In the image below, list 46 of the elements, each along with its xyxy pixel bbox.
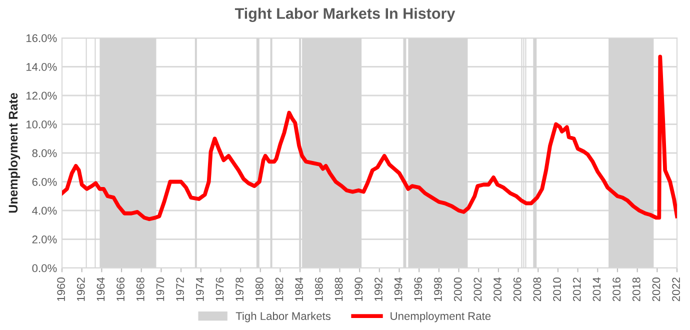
x-tick-label: 1980 — [256, 277, 264, 301]
x-tick-label: 1986 — [315, 278, 323, 301]
x-tick-label: 1976 — [216, 278, 224, 301]
legend-label: Tigh Labor Markets — [236, 312, 331, 322]
x-tick-label: 1990 — [354, 277, 363, 301]
x-tick-label: 1998 — [434, 278, 442, 301]
x-tick-label: 1982 — [275, 278, 284, 301]
x-tick-label: 1968 — [136, 278, 144, 301]
x-tick-label: 1964 — [96, 277, 105, 301]
legend-label: Unemployment Rate — [390, 312, 491, 322]
x-tick-label: 1984 — [295, 277, 304, 301]
y-tick-label: 2.0% — [32, 236, 57, 244]
y-tick-label: 10.0% — [26, 120, 57, 128]
x-tick-label: 2006 — [513, 278, 522, 302]
x-tick-label: 1992 — [374, 278, 382, 301]
x-tick-label: 2022 — [672, 278, 680, 302]
x-tick-label: 1988 — [334, 278, 343, 301]
x-tick-label: 2008 — [533, 278, 542, 302]
y-tick-label: 12.0% — [26, 92, 57, 100]
x-tick-label: 1978 — [236, 278, 244, 301]
x-tick-label: 1966 — [116, 278, 124, 301]
x-tick-label: 2004 — [494, 277, 502, 302]
y-tick-label: 8.0% — [32, 149, 57, 158]
x-tick-label: 1962 — [76, 278, 85, 301]
x-tick-label: 1974 — [196, 277, 204, 301]
x-tick-label: 2018 — [632, 278, 640, 302]
x-tick-label: 2000 — [454, 277, 462, 302]
y-tick-label: 6.0% — [32, 178, 57, 186]
x-tick-label: 2016 — [612, 278, 620, 302]
y-tick-label: 4.0% — [32, 206, 57, 215]
y-tick-label: 14.0% — [26, 63, 57, 71]
x-tick-label: 2010 — [553, 277, 561, 302]
x-tick-label: 1996 — [414, 278, 422, 301]
x-tick-label: 1960 — [57, 277, 65, 301]
x-tick-label: 1994 — [394, 277, 402, 301]
x-tick-label: 2012 — [572, 278, 581, 302]
x-tick-label: 2014 — [592, 277, 601, 302]
x-tick-label: 2002 — [474, 278, 482, 302]
y-tick-label: 16.0% — [26, 34, 57, 42]
y-tick-label: 0.0% — [32, 264, 57, 272]
chart-title: Tight Labor Markets In History — [234, 8, 456, 22]
x-tick-label: 2020 — [652, 277, 660, 302]
x-tick-label: 1972 — [176, 278, 184, 301]
x-tick-label: 1970 — [156, 277, 164, 301]
y-axis-title: Unemployment Rate — [8, 92, 20, 213]
line-series — [62, 54, 677, 222]
